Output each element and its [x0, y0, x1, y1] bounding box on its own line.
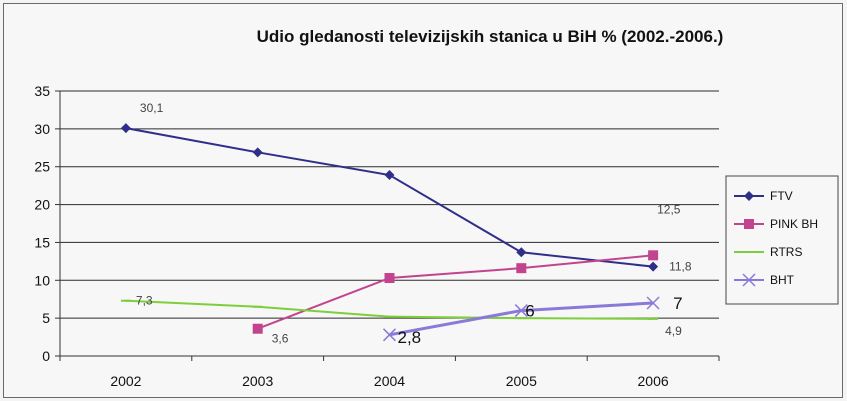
- series-group: [120, 123, 660, 342]
- y-tick-label: 35: [34, 83, 50, 99]
- legend-label: RTRS: [770, 245, 802, 259]
- data-point-ftv: [252, 147, 263, 158]
- data-label: 7,3: [136, 294, 153, 308]
- y-tick-label: 0: [42, 348, 50, 364]
- x-tick-label: 2004: [374, 373, 405, 389]
- data-label: 11,8: [669, 260, 692, 274]
- data-label: 6: [525, 302, 534, 321]
- series-rtrs: [120, 299, 659, 320]
- x-axis: 2002 2003 2004 2005 2006: [59, 355, 720, 389]
- legend-item-ftv: FTV: [734, 189, 793, 203]
- data-point-ftv: [648, 261, 659, 272]
- x-tick-label: 2006: [638, 373, 669, 389]
- data-point-pink-bh: [252, 323, 263, 334]
- series-bht: [382, 296, 660, 342]
- data-label: 2,8: [398, 328, 422, 347]
- legend-item-rtrs: RTRS: [734, 245, 802, 259]
- data-point-pink-bh: [648, 250, 659, 261]
- series-line-ftv: [125, 127, 654, 268]
- chart-frame: Udio gledanosti televizijskih stanica u …: [3, 3, 843, 398]
- legend-label: FTV: [770, 189, 793, 203]
- legend-label: BHT: [770, 273, 795, 287]
- y-tick-label: 30: [34, 121, 50, 137]
- series-ftv: [120, 123, 659, 272]
- legend-label: PINK BH: [770, 217, 818, 231]
- legend-box: [725, 175, 839, 305]
- legend-item-pink-bh: PINK BH: [734, 217, 818, 231]
- legend-marker: [744, 219, 754, 229]
- y-tick-label: 15: [34, 234, 50, 250]
- data-point-pink-bh: [516, 263, 527, 274]
- data-point-pink-bh: [384, 273, 395, 284]
- x-tick-label: 2002: [110, 373, 141, 389]
- y-tick-label: 20: [34, 197, 50, 213]
- data-point-ftv: [516, 247, 527, 258]
- data-labels: 30,1 11,8 12,5 3,6 7,3 4,9 2,8 6 7: [136, 101, 692, 347]
- data-point-bht: [382, 328, 397, 342]
- data-label: 4,9: [665, 324, 682, 338]
- data-point-bht: [646, 296, 660, 310]
- data-label: 3,6: [272, 332, 289, 346]
- legend-marker: [742, 273, 756, 287]
- legend-marker: [744, 191, 754, 201]
- x-tick-label: 2003: [242, 373, 273, 389]
- line-chart: Udio gledanosti televizijskih stanica u …: [34, 27, 839, 389]
- y-tick-label: 5: [42, 310, 50, 326]
- series-pink-bh: [252, 250, 659, 334]
- data-label: 30,1: [140, 101, 164, 115]
- y-tick-label: 10: [34, 272, 50, 288]
- data-label: 12,5: [657, 202, 681, 216]
- data-point-ftv: [120, 123, 131, 134]
- data-point-bht: [514, 304, 528, 318]
- series-line-pink-bh: [257, 254, 654, 330]
- y-tick-label: 25: [34, 159, 50, 175]
- legend: FTV PINK BH RTRS BHT: [725, 175, 839, 305]
- x-tick-label: 2005: [506, 373, 537, 389]
- chart-title: Udio gledanosti televizijskih stanica u …: [257, 27, 724, 46]
- legend-item-bht: BHT: [734, 273, 795, 287]
- y-axis: 0 5 10 15 20 25 30 35: [34, 83, 61, 364]
- data-point-ftv: [384, 170, 395, 181]
- data-label: 7: [673, 294, 682, 313]
- gridlines: [60, 90, 719, 319]
